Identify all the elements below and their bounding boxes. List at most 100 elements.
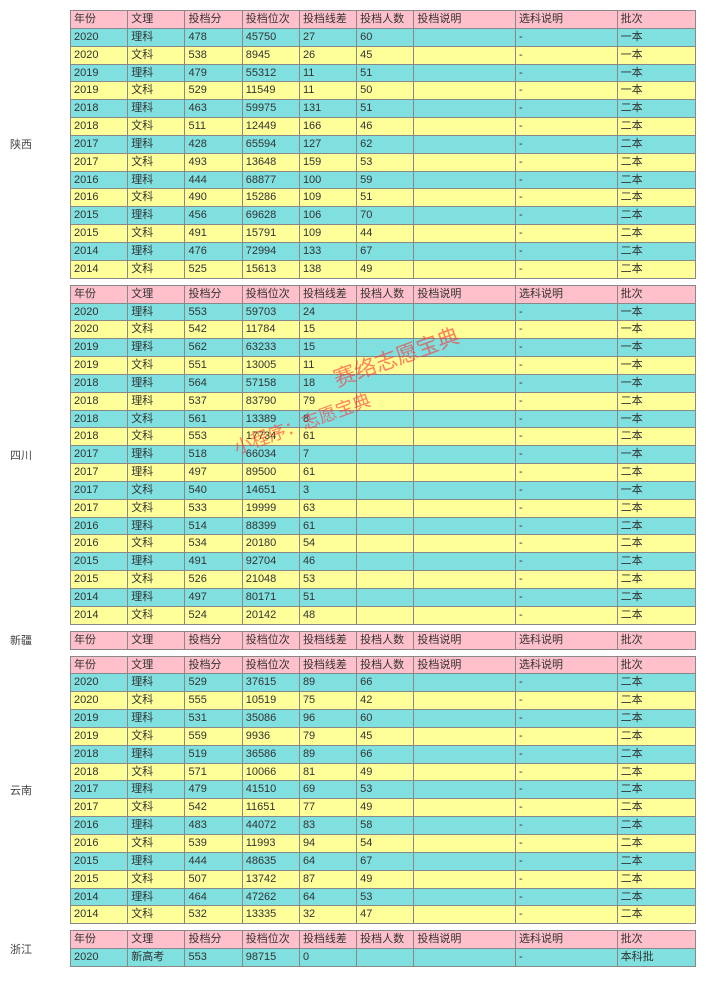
cell-desc2: -	[516, 464, 618, 482]
cell-desc1	[414, 118, 516, 136]
cell-desc1	[414, 481, 516, 499]
cell-desc2: -	[516, 499, 618, 517]
cell-type: 文科	[128, 82, 185, 100]
cell-batch: 一本	[617, 481, 695, 499]
table-row: 2016理科483440728358-二本	[71, 817, 696, 835]
cell-batch: 二本	[617, 710, 695, 728]
col-header-year: 年份	[71, 285, 128, 303]
cell-year: 2019	[71, 727, 128, 745]
cell-rank: 80171	[242, 589, 299, 607]
cell-batch: 二本	[617, 260, 695, 278]
cell-diff: 15	[299, 339, 356, 357]
table-row: 2019文科5511300511-一本	[71, 357, 696, 375]
col-header-year: 年份	[71, 631, 128, 649]
cell-batch: 一本	[617, 46, 695, 64]
cell-desc2: -	[516, 692, 618, 710]
cell-desc1	[414, 870, 516, 888]
cell-score: 525	[185, 260, 242, 278]
col-header-diff: 投档线差	[299, 931, 356, 949]
table-row: 2015理科4919270446-二本	[71, 553, 696, 571]
table-row: 2017文科4931364815953-二本	[71, 153, 696, 171]
cell-batch: 二本	[617, 692, 695, 710]
cell-batch: 二本	[617, 100, 695, 118]
cell-rank: 11993	[242, 834, 299, 852]
cell-desc2: -	[516, 118, 618, 136]
data-table: 年份文理投档分投档位次投档线差投档人数投档说明选科说明批次2020理科55359…	[70, 285, 696, 625]
cell-rank: 15286	[242, 189, 299, 207]
cell-desc1	[414, 339, 516, 357]
cell-desc2: -	[516, 303, 618, 321]
cell-score: 507	[185, 870, 242, 888]
cell-count: 51	[357, 100, 414, 118]
cell-batch: 二本	[617, 553, 695, 571]
cell-rank: 57158	[242, 374, 299, 392]
cell-batch: 二本	[617, 589, 695, 607]
table-row: 2017理科518660347-一本	[71, 446, 696, 464]
cell-desc1	[414, 28, 516, 46]
cell-type: 理科	[128, 589, 185, 607]
cell-year: 2016	[71, 834, 128, 852]
cell-count	[357, 410, 414, 428]
cell-count	[357, 392, 414, 410]
cell-diff: 61	[299, 517, 356, 535]
cell-desc1	[414, 589, 516, 607]
cell-desc2: -	[516, 799, 618, 817]
cell-year: 2017	[71, 799, 128, 817]
cell-rank: 66034	[242, 446, 299, 464]
cell-count	[357, 571, 414, 589]
region-label: 新疆	[10, 632, 70, 648]
col-header-score: 投档分	[185, 931, 242, 949]
cell-count: 51	[357, 189, 414, 207]
cell-rank: 88399	[242, 517, 299, 535]
cell-desc2: -	[516, 589, 618, 607]
cell-batch: 二本	[617, 817, 695, 835]
col-header-desc2: 选科说明	[516, 931, 618, 949]
cell-year: 2019	[71, 710, 128, 728]
cell-year: 2015	[71, 553, 128, 571]
cell-batch: 二本	[617, 207, 695, 225]
cell-score: 491	[185, 553, 242, 571]
cell-rank: 11651	[242, 799, 299, 817]
cell-desc1	[414, 392, 516, 410]
table-row: 2019理科531350869660-二本	[71, 710, 696, 728]
cell-desc2: -	[516, 870, 618, 888]
cell-count	[357, 374, 414, 392]
cell-year: 2015	[71, 225, 128, 243]
cell-type: 理科	[128, 888, 185, 906]
cell-desc1	[414, 428, 516, 446]
cell-desc2: -	[516, 321, 618, 339]
cell-rank: 11549	[242, 82, 299, 100]
cell-type: 文科	[128, 692, 185, 710]
cell-type: 理科	[128, 817, 185, 835]
cell-score: 483	[185, 817, 242, 835]
cell-diff: 131	[299, 100, 356, 118]
cell-desc2: -	[516, 817, 618, 835]
cell-diff: 159	[299, 153, 356, 171]
cell-desc2: -	[516, 171, 618, 189]
cell-type: 理科	[128, 242, 185, 260]
table-row: 2017理科479415106953-二本	[71, 781, 696, 799]
cell-diff: 24	[299, 303, 356, 321]
cell-diff: 109	[299, 225, 356, 243]
cell-batch: 一本	[617, 410, 695, 428]
cell-desc1	[414, 571, 516, 589]
cell-count: 54	[357, 834, 414, 852]
cell-year: 2016	[71, 517, 128, 535]
cell-batch: 二本	[617, 781, 695, 799]
cell-desc2: -	[516, 674, 618, 692]
cell-batch: 一本	[617, 28, 695, 46]
cell-count	[357, 464, 414, 482]
cell-rank: 37615	[242, 674, 299, 692]
col-header-count: 投档人数	[357, 11, 414, 29]
cell-diff: 166	[299, 118, 356, 136]
cell-desc1	[414, 321, 516, 339]
cell-rank: 59975	[242, 100, 299, 118]
cell-score: 571	[185, 763, 242, 781]
cell-diff: 11	[299, 64, 356, 82]
cell-score: 529	[185, 82, 242, 100]
cell-year: 2017	[71, 446, 128, 464]
cell-score: 538	[185, 46, 242, 64]
cell-batch: 二本	[617, 799, 695, 817]
cell-score: 463	[185, 100, 242, 118]
col-header-batch: 批次	[617, 656, 695, 674]
